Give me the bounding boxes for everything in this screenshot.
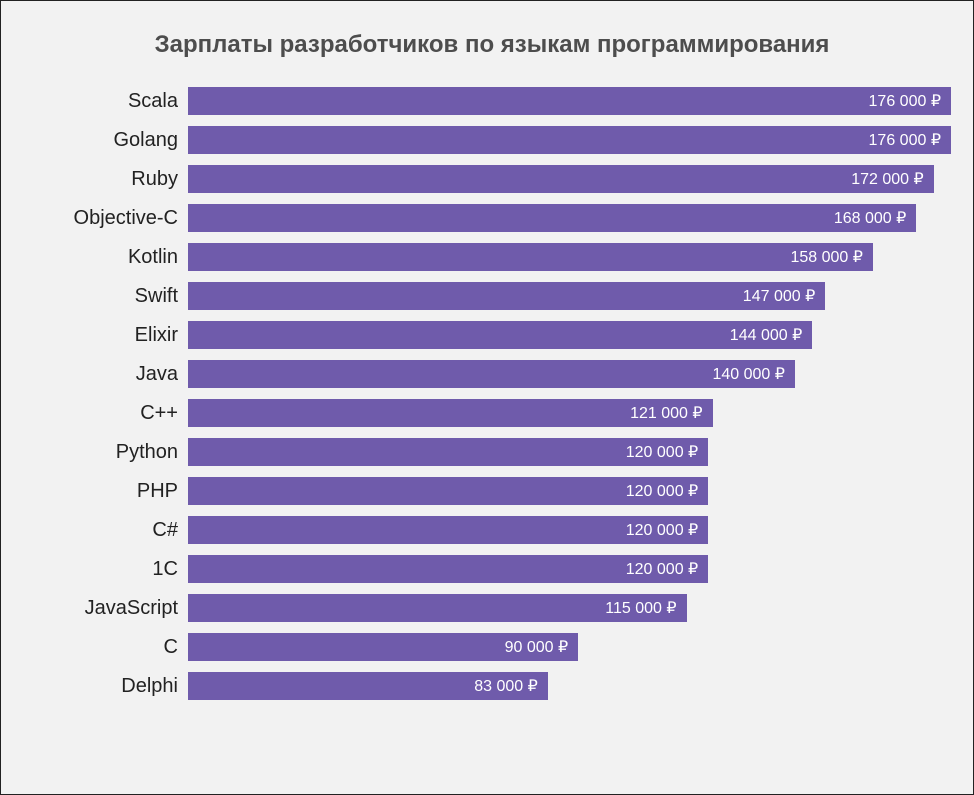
bar-value: 176 000 ₽ — [869, 130, 941, 150]
salary-bar-chart: Scala 176 000 ₽ Golang 176 000 ₽ Ruby 172 000… — [33, 87, 951, 700]
bar-label: PHP — [33, 480, 188, 503]
bar-value: 144 000 ₽ — [730, 325, 802, 345]
bar-label: Java — [33, 363, 188, 386]
bar-row: C# 120 000 ₽ — [33, 516, 951, 544]
bar-row: Python 120 000 ₽ — [33, 438, 951, 466]
bar-row: Golang 176 000 ₽ — [33, 126, 951, 154]
bar: 147 000 ₽ — [188, 282, 825, 310]
bar-row: 1С 120 000 ₽ — [33, 555, 951, 583]
bar-label: C++ — [33, 402, 188, 425]
bar-track: 168 000 ₽ — [188, 204, 951, 232]
bar-track: 120 000 ₽ — [188, 516, 951, 544]
bar-label: 1С — [33, 558, 188, 581]
bar-label: C# — [33, 519, 188, 542]
bar-label: Objective-C — [33, 207, 188, 230]
bar-label: Kotlin — [33, 246, 188, 269]
bar-label: Delphi — [33, 675, 188, 698]
bar: 158 000 ₽ — [188, 243, 873, 271]
bar-value: 147 000 ₽ — [743, 286, 815, 306]
bar: 172 000 ₽ — [188, 165, 934, 193]
bar-row: Ruby 172 000 ₽ — [33, 165, 951, 193]
bar-track: 158 000 ₽ — [188, 243, 951, 271]
bar-track: 176 000 ₽ — [188, 87, 951, 115]
bar-track: 115 000 ₽ — [188, 594, 951, 622]
bar: 140 000 ₽ — [188, 360, 795, 388]
bar-row: Java 140 000 ₽ — [33, 360, 951, 388]
bar-value: 83 000 ₽ — [474, 676, 538, 696]
bar-value: 120 000 ₽ — [626, 481, 698, 501]
bar-value: 120 000 ₽ — [626, 442, 698, 462]
bar: 120 000 ₽ — [188, 438, 708, 466]
bar-value: 120 000 ₽ — [626, 559, 698, 579]
bar-row: JavaScript 115 000 ₽ — [33, 594, 951, 622]
bar-track: 83 000 ₽ — [188, 672, 951, 700]
bar: 168 000 ₽ — [188, 204, 916, 232]
bar-value: 115 000 ₽ — [605, 598, 676, 618]
bar-value: 168 000 ₽ — [834, 208, 906, 228]
bar-label: Golang — [33, 129, 188, 152]
bar: 120 000 ₽ — [188, 516, 708, 544]
bar-row: Delphi 83 000 ₽ — [33, 672, 951, 700]
bar: 144 000 ₽ — [188, 321, 812, 349]
bar-row: Elixir 144 000 ₽ — [33, 321, 951, 349]
bar-track: 176 000 ₽ — [188, 126, 951, 154]
bar-row: C++ 121 000 ₽ — [33, 399, 951, 427]
bar: 120 000 ₽ — [188, 477, 708, 505]
bar-track: 140 000 ₽ — [188, 360, 951, 388]
bar-label: JavaScript — [33, 597, 188, 620]
bar-value: 120 000 ₽ — [626, 520, 698, 540]
bar-track: 121 000 ₽ — [188, 399, 951, 427]
bar-row: C 90 000 ₽ — [33, 633, 951, 661]
bar-value: 90 000 ₽ — [505, 637, 569, 657]
bar-row: Scala 176 000 ₽ — [33, 87, 951, 115]
bar-track: 144 000 ₽ — [188, 321, 951, 349]
bar-value: 158 000 ₽ — [790, 247, 862, 267]
bar-row: Swift 147 000 ₽ — [33, 282, 951, 310]
bar-value: 140 000 ₽ — [712, 364, 784, 384]
bar-value: 176 000 ₽ — [869, 91, 941, 111]
bar: 120 000 ₽ — [188, 555, 708, 583]
bar: 115 000 ₽ — [188, 594, 687, 622]
bar-track: 90 000 ₽ — [188, 633, 951, 661]
bar: 83 000 ₽ — [188, 672, 548, 700]
bar: 176 000 ₽ — [188, 87, 951, 115]
bar-label: Swift — [33, 285, 188, 308]
bar-label: Elixir — [33, 324, 188, 347]
bar: 121 000 ₽ — [188, 399, 713, 427]
bar-track: 120 000 ₽ — [188, 438, 951, 466]
bar-label: C — [33, 636, 188, 659]
bar-label: Ruby — [33, 168, 188, 191]
bar-track: 120 000 ₽ — [188, 555, 951, 583]
bar-row: PHP 120 000 ₽ — [33, 477, 951, 505]
bar: 90 000 ₽ — [188, 633, 578, 661]
bar-value: 121 000 ₽ — [630, 403, 702, 423]
bar-track: 120 000 ₽ — [188, 477, 951, 505]
bar-track: 147 000 ₽ — [188, 282, 951, 310]
bar-row: Objective-C 168 000 ₽ — [33, 204, 951, 232]
bar-label: Scala — [33, 90, 188, 113]
bar-label: Python — [33, 441, 188, 464]
bar-row: Kotlin 158 000 ₽ — [33, 243, 951, 271]
bar: 176 000 ₽ — [188, 126, 951, 154]
bar-track: 172 000 ₽ — [188, 165, 951, 193]
chart-title: Зарплаты разработчиков по языкам програм… — [33, 31, 951, 59]
bar-value: 172 000 ₽ — [851, 169, 923, 189]
